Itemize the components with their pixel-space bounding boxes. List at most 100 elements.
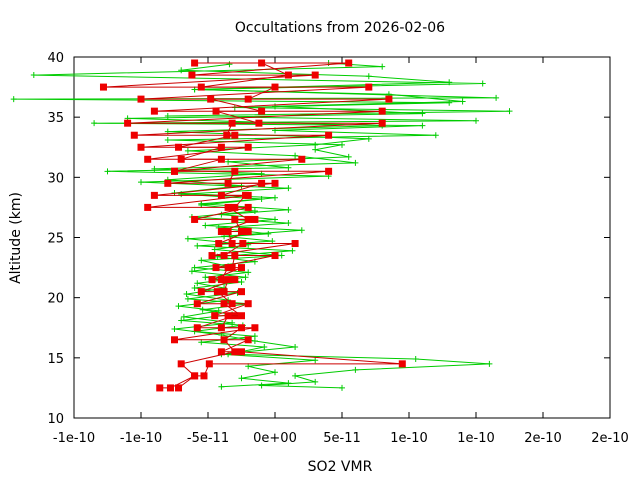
data-point <box>339 384 345 391</box>
data-point <box>473 117 479 124</box>
data-point <box>239 240 247 248</box>
data-point <box>291 240 299 248</box>
x-tick-label: -1e-10 <box>120 431 162 446</box>
data-point <box>285 185 292 192</box>
data-point <box>208 276 216 284</box>
data-point <box>446 79 453 86</box>
data-point <box>198 257 205 264</box>
data-point <box>378 119 386 127</box>
data-point <box>212 264 220 272</box>
data-point <box>285 164 292 171</box>
data-point <box>238 312 245 320</box>
data-point <box>258 179 266 187</box>
data-point <box>211 312 219 320</box>
data-point <box>325 131 333 139</box>
data-point <box>178 67 185 74</box>
data-point <box>231 252 239 260</box>
y-tick-label: 35 <box>47 111 64 126</box>
data-point <box>244 300 252 308</box>
data-point <box>298 227 305 234</box>
data-point <box>231 348 239 356</box>
data-point <box>200 372 208 380</box>
data-point <box>345 153 352 160</box>
data-point <box>285 380 292 387</box>
data-point <box>217 324 225 332</box>
data-point <box>251 324 259 332</box>
data-point <box>292 344 299 351</box>
y-tick-label: 40 <box>47 51 64 66</box>
plot-area: -1e-10 -1e-10 -5e-11 0e+00 5e-11 1e-10 1e-10 2e… <box>10 51 629 446</box>
data-point <box>137 143 145 151</box>
data-point <box>365 135 372 142</box>
data-point <box>193 324 201 332</box>
data-point <box>231 276 239 284</box>
data-point <box>194 280 201 287</box>
data-point <box>188 268 195 275</box>
data-point <box>285 206 292 213</box>
data-point <box>365 73 372 80</box>
data-point <box>224 276 232 284</box>
data-point <box>365 83 373 91</box>
data-point <box>175 303 182 310</box>
data-point <box>238 227 245 235</box>
data-point <box>217 155 225 163</box>
data-point <box>238 279 245 286</box>
data-point <box>177 360 185 368</box>
data-point <box>215 307 222 314</box>
chart-title: Occultations from 2026-02-06 <box>235 20 445 36</box>
data-point <box>272 369 278 376</box>
data-point <box>191 215 199 223</box>
data-point <box>224 179 232 187</box>
data-point <box>238 264 245 272</box>
data-point <box>197 288 205 296</box>
data-point <box>289 247 296 254</box>
data-point <box>228 264 236 272</box>
data-point <box>258 107 266 115</box>
data-point <box>124 119 132 127</box>
data-point <box>224 227 232 235</box>
data-point <box>238 324 245 332</box>
x-tick-label: 1e-10 <box>390 431 428 446</box>
data-point <box>506 108 513 115</box>
data-point <box>217 143 225 151</box>
series-layer <box>10 59 513 392</box>
data-point <box>298 155 306 163</box>
data-point <box>244 95 252 103</box>
data-point <box>432 132 439 139</box>
data-point <box>180 313 187 320</box>
data-point <box>242 191 250 199</box>
data-point <box>261 344 268 351</box>
data-point <box>229 319 236 326</box>
data-point <box>251 337 258 344</box>
data-point <box>197 83 205 91</box>
data-point <box>193 300 201 308</box>
data-point <box>228 240 236 248</box>
x-tick-label: 0e+00 <box>253 431 297 446</box>
data-point <box>224 264 232 272</box>
data-point <box>30 72 37 79</box>
data-point <box>177 155 185 163</box>
data-point <box>378 107 386 115</box>
data-point <box>99 83 107 91</box>
data-point <box>244 143 252 151</box>
x-axis-label: SO2 VMR <box>308 459 373 475</box>
data-point <box>130 131 138 139</box>
data-point <box>312 357 319 364</box>
data-point <box>217 227 225 235</box>
data-point <box>412 356 419 363</box>
data-point <box>228 300 236 308</box>
data-point <box>231 167 239 175</box>
data-point <box>223 131 231 139</box>
data-point <box>272 103 278 110</box>
data-point <box>217 276 225 284</box>
data-point <box>156 384 164 392</box>
data-point <box>171 336 178 344</box>
y-tick-label: 15 <box>47 352 64 367</box>
data-point <box>220 300 228 308</box>
data-point <box>194 242 201 249</box>
data-point <box>220 252 228 260</box>
data-point <box>144 155 152 163</box>
data-point <box>385 95 393 103</box>
data-point <box>265 230 272 237</box>
